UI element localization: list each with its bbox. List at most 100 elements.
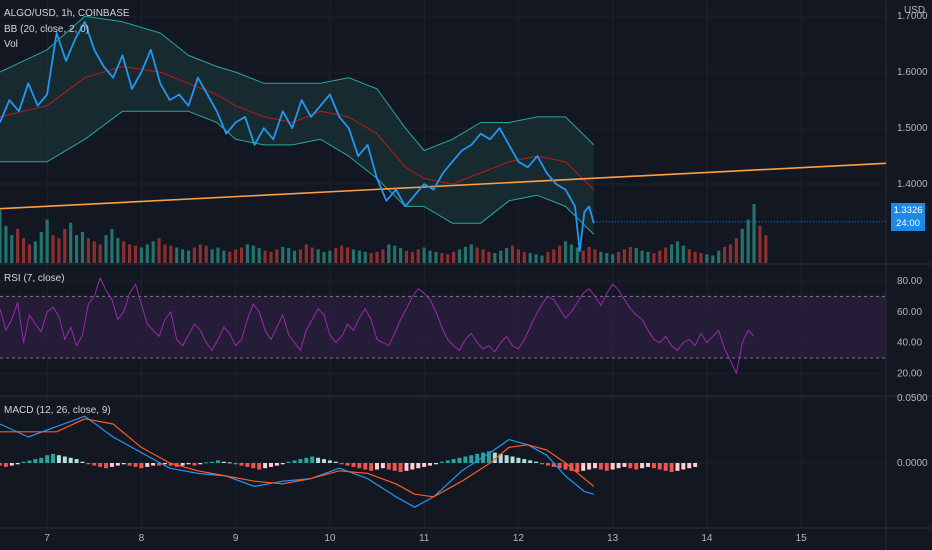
macd-histogram-bar xyxy=(433,463,438,465)
volume-bar xyxy=(681,245,685,263)
volume-bar xyxy=(80,232,85,263)
macd-histogram-bar xyxy=(463,456,468,463)
volume-bar xyxy=(269,251,273,263)
macd-histogram-bar xyxy=(210,461,215,463)
macd-histogram-bar xyxy=(687,463,692,469)
macd-histogram-bar xyxy=(581,463,586,471)
volume-bar xyxy=(110,228,114,263)
macd-histogram-bar xyxy=(469,455,474,463)
macd-histogram-bar xyxy=(451,459,456,463)
volume-bar xyxy=(122,241,126,263)
price-tick-label: 1.5000 xyxy=(897,123,928,134)
volume-bar xyxy=(528,253,532,263)
macd-histogram-bar xyxy=(180,463,185,466)
macd-histogram-bar xyxy=(622,463,627,467)
volume-bar xyxy=(534,254,538,263)
macd-histogram-bar xyxy=(587,463,592,470)
macd-histogram-bar xyxy=(0,463,2,466)
rsi-tick-label: 40.00 xyxy=(897,338,922,349)
macd-histogram-bar xyxy=(115,463,120,466)
time-tick-label: 8 xyxy=(139,533,145,544)
macd-histogram-bar xyxy=(486,451,491,463)
price-tick-label: 1.4000 xyxy=(897,179,928,190)
volume-bar xyxy=(699,253,703,263)
macd-histogram-bar xyxy=(227,462,232,464)
volume-bar xyxy=(216,247,220,263)
volume-bar xyxy=(334,248,338,263)
macd-histogram-bar xyxy=(74,459,79,463)
macd-histogram-bar xyxy=(545,463,550,466)
volume-bar xyxy=(463,246,467,263)
volume-bar xyxy=(487,251,491,263)
macd-histogram-bar xyxy=(327,460,332,463)
volume-bar xyxy=(357,250,361,263)
macd-histogram-bar xyxy=(145,463,150,467)
volume-bar xyxy=(45,219,49,263)
volume-bar xyxy=(652,253,656,263)
volume-bar xyxy=(722,246,727,263)
macd-histogram-bar xyxy=(109,463,114,467)
rsi-tick-label: 80.00 xyxy=(897,276,922,287)
macd-histogram-bar xyxy=(563,463,568,470)
macd-histogram-bar xyxy=(192,463,197,466)
macd-histogram-bar xyxy=(534,461,539,463)
volume-bar xyxy=(192,247,197,263)
macd-histogram-bar xyxy=(86,463,91,465)
macd-histogram-bar xyxy=(569,463,574,471)
volume-bar xyxy=(593,249,597,263)
volume-bar xyxy=(210,249,214,263)
volume-bar xyxy=(275,249,279,263)
macd-histogram-bar xyxy=(410,463,415,470)
volume-bar xyxy=(393,245,397,263)
volume-bar xyxy=(181,249,185,263)
volume-bar xyxy=(552,249,556,263)
rsi-indicator-label[interactable]: RSI (7, close) xyxy=(4,273,65,284)
volume-bar xyxy=(10,235,14,263)
macd-histogram-bar xyxy=(510,456,515,463)
volume-bar xyxy=(522,251,526,263)
macd-histogram-bar xyxy=(21,461,26,463)
macd-tick-label: 0.0000 xyxy=(897,458,928,469)
time-tick-label: 7 xyxy=(44,533,50,544)
volume-bar xyxy=(687,249,691,263)
volume-bar xyxy=(622,249,627,263)
volume-bar xyxy=(310,247,314,263)
volume-bar xyxy=(287,248,291,263)
volume-bar xyxy=(387,244,391,263)
macd-histogram-bar xyxy=(339,463,344,465)
volume-bar xyxy=(298,249,303,263)
macd-histogram-bar xyxy=(80,461,85,463)
volume-bar xyxy=(540,255,544,263)
current-price-value: 1.3326 xyxy=(893,205,923,216)
volume-bar xyxy=(481,249,485,263)
volume-bar xyxy=(39,232,43,263)
volume-bar xyxy=(764,235,768,263)
volume-bar xyxy=(646,251,650,263)
macd-histogram-bar xyxy=(592,463,597,469)
macd-histogram-bar xyxy=(646,463,651,467)
volume-indicator-label[interactable]: Vol xyxy=(4,39,18,50)
volume-bar xyxy=(186,250,191,263)
macd-indicator-label[interactable]: MACD (12, 26, close, 9) xyxy=(4,405,111,416)
bb-indicator-label[interactable]: BB (20, close, 2, 0) xyxy=(4,24,90,35)
volume-bar xyxy=(239,247,244,263)
bb-lower-line xyxy=(0,110,595,235)
volume-bar xyxy=(234,249,238,263)
macd-histogram-bar xyxy=(492,452,497,463)
macd-histogram-bar xyxy=(27,460,32,463)
volume-bar xyxy=(4,225,8,263)
price-line xyxy=(0,20,595,253)
macd-histogram-bar xyxy=(598,463,603,470)
volume-bar xyxy=(493,253,497,263)
macd-histogram-bar xyxy=(422,463,427,467)
volume-bar xyxy=(369,253,373,263)
volume-bar xyxy=(169,245,173,263)
volume-bar xyxy=(27,244,32,263)
macd-histogram-bar xyxy=(604,463,609,471)
macd-histogram-bar xyxy=(286,461,291,463)
macd-histogram-bar xyxy=(557,463,562,469)
volume-bar xyxy=(475,247,479,263)
volume-bar xyxy=(605,253,609,263)
macd-histogram-bar xyxy=(628,463,633,469)
